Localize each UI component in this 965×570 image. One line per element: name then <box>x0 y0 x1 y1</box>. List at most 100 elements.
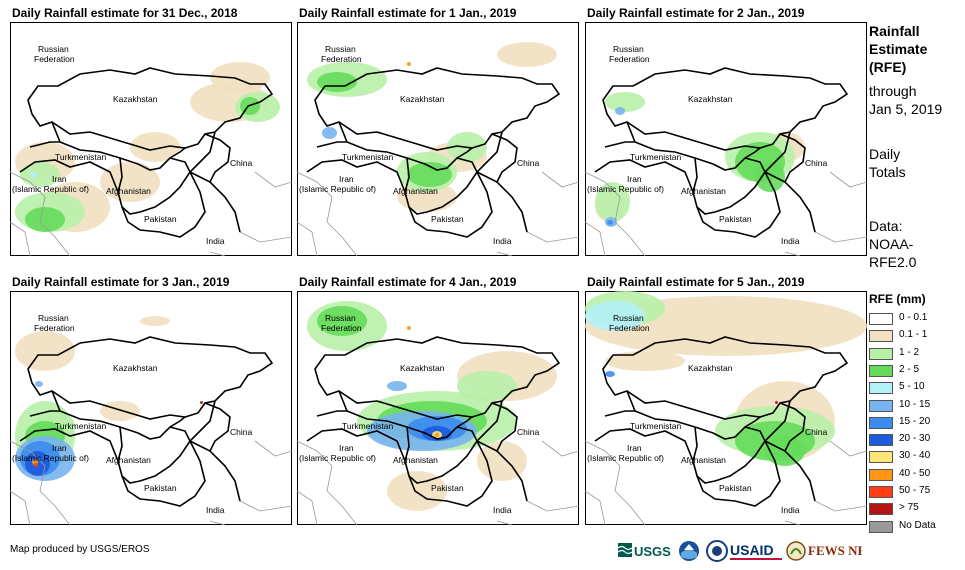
legend-swatch <box>869 399 893 412</box>
rainfall-panel-4: Daily Rainfall estimate for 3 Jan., 2019… <box>10 275 292 525</box>
rainfall-area <box>25 207 65 232</box>
side-totals: Daily Totals <box>869 145 906 181</box>
map-svg: Russian Federation Kazakhstan Turkmenist… <box>10 291 292 525</box>
panel-title: Daily Rainfall estimate for 5 Jan., 2019 <box>587 275 805 289</box>
country-label-iran-2: (Islamic Republic of) <box>587 453 664 463</box>
country-label-china: China <box>805 158 827 168</box>
country-label-iran-2: (Islamic Republic of) <box>12 453 89 463</box>
legend-swatch <box>869 364 893 377</box>
rainfall-area <box>605 371 615 377</box>
legend-swatch <box>869 503 893 516</box>
side-title: Rainfall Estimate (RFE) <box>869 22 927 76</box>
country-borders <box>306 336 561 507</box>
country-label-russia-1: Russian <box>613 313 644 323</box>
country-label-iran-1: Iran <box>52 443 67 453</box>
rainfall-area <box>100 162 160 202</box>
country-label-afghanistan: Afghanistan <box>106 186 151 196</box>
rainfall-area <box>317 72 357 92</box>
rainfall-area <box>140 316 170 326</box>
country-label-kazakhstan: Kazakhstan <box>400 363 445 373</box>
country-label-iran-2: (Islamic Republic of) <box>12 184 89 194</box>
legend-swatch <box>869 520 893 533</box>
rainfall-panel-6: Daily Rainfall estimate for 5 Jan., 2019… <box>585 275 867 525</box>
neighbor-borders <box>297 440 579 525</box>
country-label-kazakhstan: Kazakhstan <box>113 94 158 104</box>
country-label-russia-1: Russian <box>325 313 356 323</box>
country-label-turkmenistan: Turkmenistan <box>55 152 106 162</box>
rainfall-area <box>585 301 645 331</box>
rainfall-area <box>34 463 38 467</box>
country-label-russia-1: Russian <box>38 44 69 54</box>
country-label-russia-2: Federation <box>34 323 75 333</box>
legend-label: 2 - 5 <box>899 363 920 375</box>
legend-label: 0 - 0.1 <box>899 312 928 323</box>
rainfall-area <box>497 42 557 67</box>
country-label-iran-2: (Islamic Republic of) <box>587 184 664 194</box>
map-credit: Map produced by USGS/EROS <box>10 544 150 555</box>
rainfall-area <box>35 381 43 387</box>
rainfall-overlay <box>585 291 867 466</box>
rainfall-map: Russian Federation Kazakhstan Turkmenist… <box>10 291 292 525</box>
rainfall-map: Russian Federation Kazakhstan Turkmenist… <box>10 22 292 256</box>
country-label-pakistan: Pakistan <box>719 483 752 493</box>
panel-title: Daily Rainfall estimate for 1 Jan., 2019 <box>299 6 517 20</box>
country-label-india: India <box>206 236 225 246</box>
legend-swatch <box>869 434 893 447</box>
country-label-india: India <box>781 505 800 515</box>
usgs-logo: USGS <box>617 540 674 562</box>
rainfall-area <box>200 401 203 404</box>
legend-label: 40 - 50 <box>899 467 931 479</box>
side-totals-line: Daily <box>869 146 901 162</box>
country-label-kazakhstan: Kazakhstan <box>688 94 733 104</box>
neighbor-borders <box>10 440 292 525</box>
neighbor-borders <box>585 171 867 256</box>
country-label-china: China <box>517 427 539 437</box>
country-borders <box>594 67 849 238</box>
legend-label: 5 - 10 <box>899 381 925 393</box>
panel-title: Daily Rainfall estimate for 4 Jan., 2019 <box>299 275 517 289</box>
country-label-russia-1: Russian <box>613 44 644 54</box>
country-label-iran-2: (Islamic Republic of) <box>299 184 376 194</box>
country-label-kazakhstan: Kazakhstan <box>400 94 445 104</box>
country-label-afghanistan: Afghanistan <box>393 186 438 196</box>
country-label-iran-2: (Islamic Republic of) <box>299 453 376 463</box>
map-svg: Russian Federation Kazakhstan Turkmenist… <box>297 22 579 256</box>
usaid-logo: USAID <box>730 540 782 562</box>
country-label-turkmenistan: Turkmenistan <box>342 152 393 162</box>
country-label-iran-1: Iran <box>339 174 354 184</box>
side-title-line: (RFE) <box>869 59 907 75</box>
country-label-iran-1: Iran <box>52 174 67 184</box>
side-source-line: NOAA- <box>869 236 914 252</box>
rainfall-area <box>435 433 439 437</box>
side-period-line: through <box>869 83 917 99</box>
country-label-pakistan: Pakistan <box>719 214 752 224</box>
country-label-china: China <box>805 427 827 437</box>
country-label-turkmenistan: Turkmenistan <box>342 421 393 431</box>
noaa-logo <box>678 540 700 562</box>
country-label-kazakhstan: Kazakhstan <box>688 363 733 373</box>
legend-label: 10 - 15 <box>899 398 931 410</box>
side-title-line: Rainfall <box>869 23 920 39</box>
country-label-iran-1: Iran <box>627 174 642 184</box>
side-source: Data: NOAA- RFE2.0 <box>869 217 916 271</box>
country-label-russia-2: Federation <box>321 323 362 333</box>
country-borders <box>306 67 561 238</box>
country-label-china: China <box>230 158 252 168</box>
neighbor-borders <box>585 440 867 525</box>
legend-label: 20 - 30 <box>899 433 931 445</box>
legend-swatch <box>869 486 893 498</box>
map-svg: Russian Federation Kazakhstan Turkmenist… <box>297 291 579 525</box>
fewsnet-logo: FEWS NET <box>786 540 875 562</box>
usaid-wordmark: USAID <box>730 542 774 558</box>
legend-swatch <box>869 330 893 343</box>
rainfall-area <box>457 371 517 401</box>
country-label-india: India <box>206 505 225 515</box>
country-borders <box>594 336 849 507</box>
country-borders <box>19 336 274 507</box>
rainfall-area <box>387 381 407 391</box>
rainfall-area <box>407 162 452 187</box>
usaid-seal-logo <box>706 540 728 562</box>
rainfall-area <box>477 441 527 481</box>
neighbor-borders <box>297 171 579 256</box>
legend-label: > 75 <box>899 502 919 514</box>
